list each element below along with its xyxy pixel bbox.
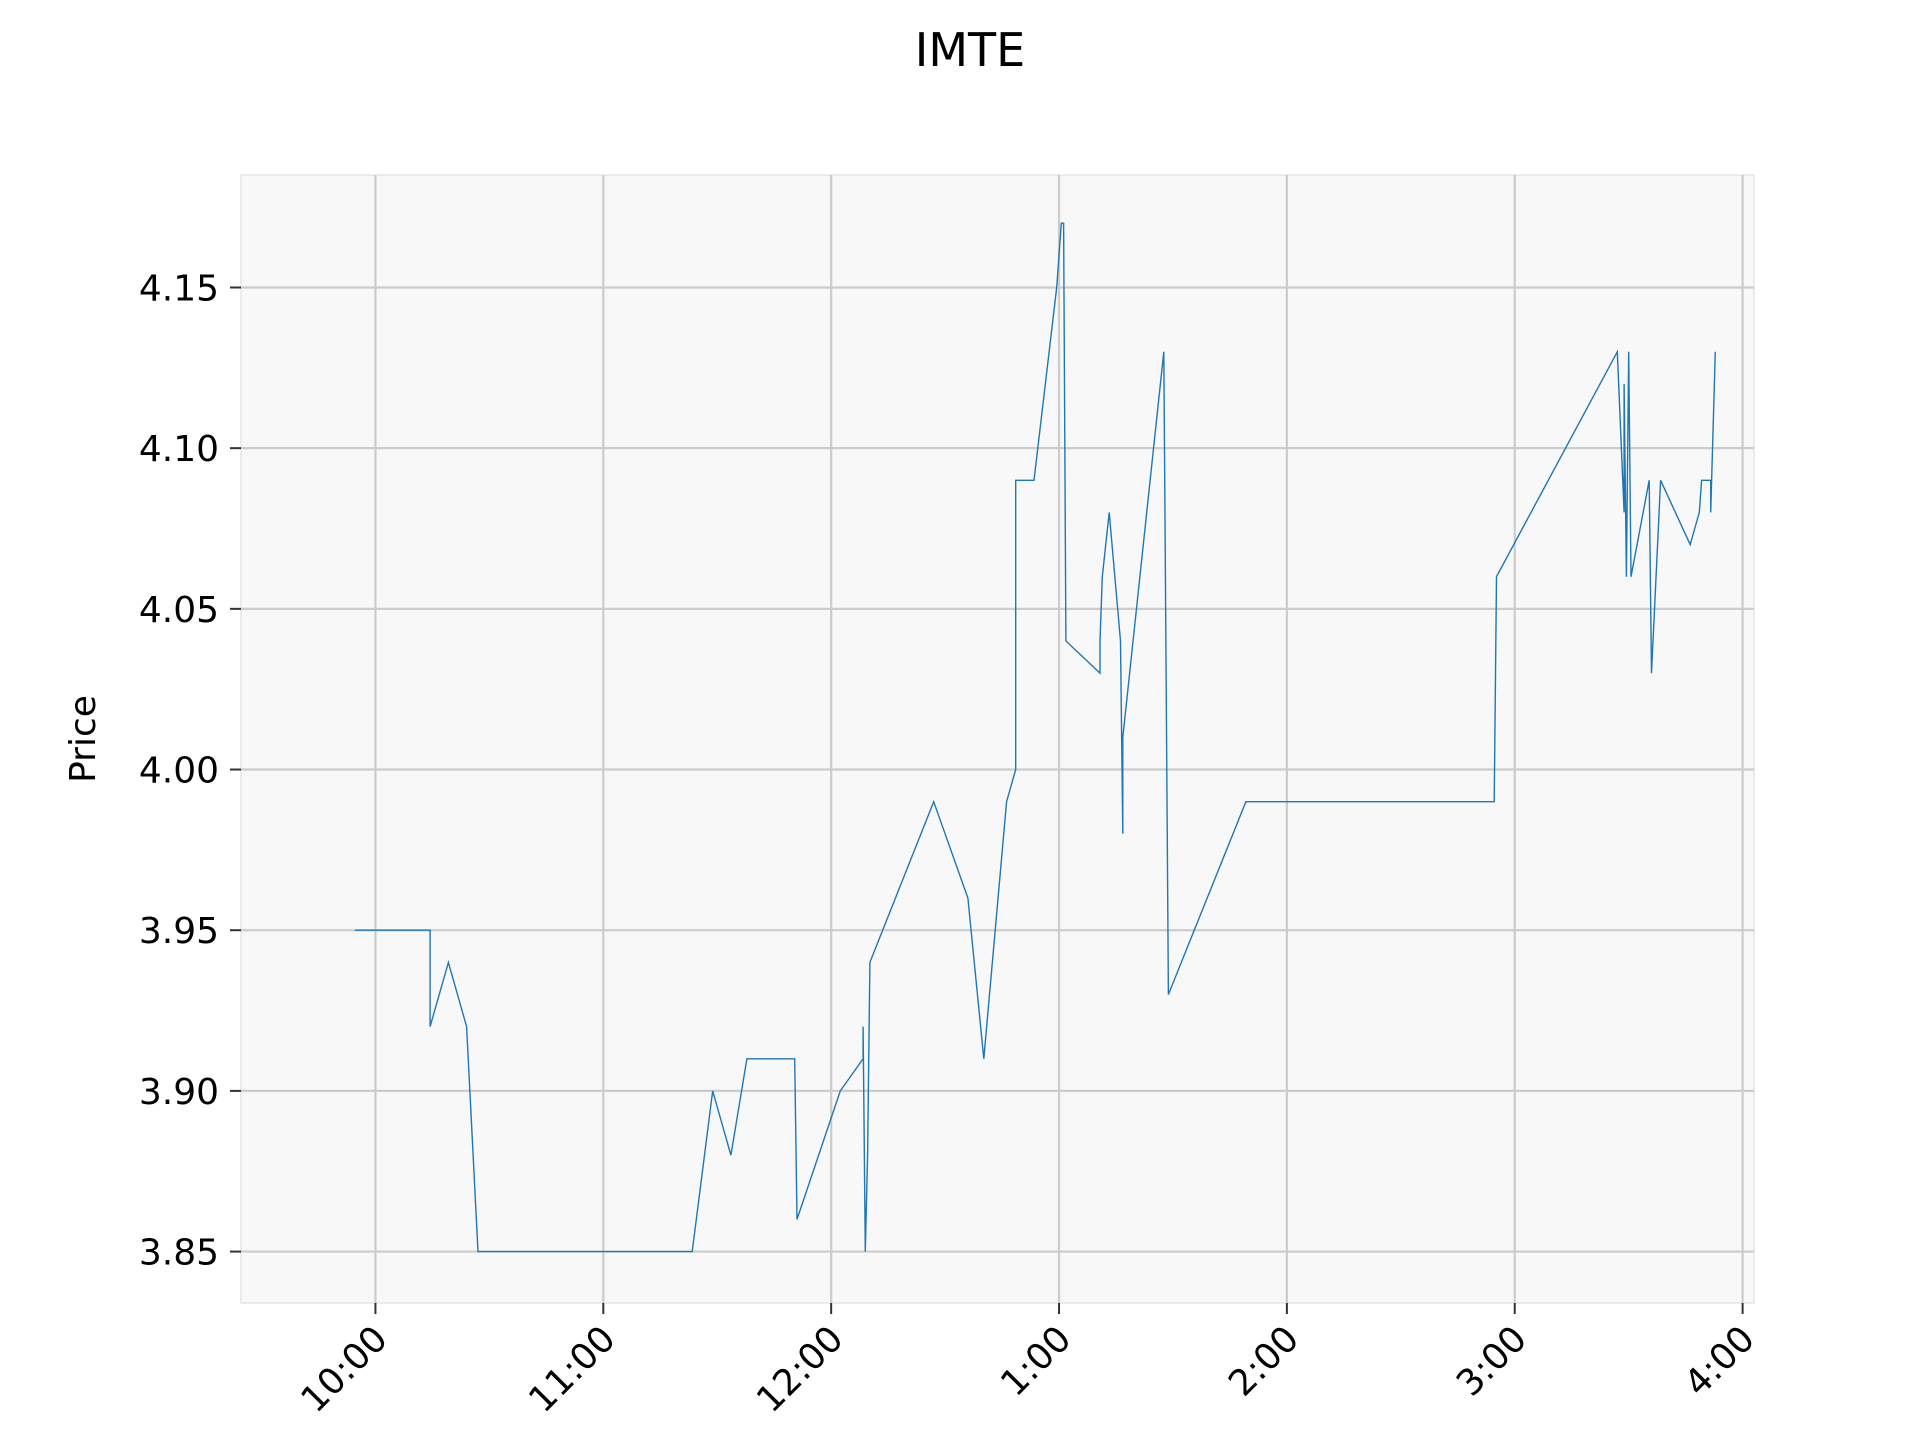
y-tick-label: 3.85 (139, 1233, 219, 1274)
y-axis-label: Price (63, 695, 104, 783)
x-tick-label: 1:00 (993, 1318, 1079, 1404)
y-tick-label: 3.95 (139, 911, 219, 952)
x-axis-ticks: 10:00 11:00 12:00 1:00 2:00 3:00 4:00 (293, 1303, 1763, 1421)
series-layer (354, 222, 1716, 1253)
y-tick-label: 3.90 (139, 1072, 219, 1113)
price-series-line (354, 222, 1716, 1253)
x-gridlines (374, 175, 1744, 1303)
x-tick-label: 3:00 (1449, 1318, 1535, 1404)
x-tick-label: 11:00 (521, 1318, 623, 1420)
plot-background (240, 174, 1755, 1304)
y-tick-label: 4.00 (139, 751, 219, 792)
x-tick-label: 12:00 (749, 1318, 851, 1420)
y-tick-label: 4.05 (139, 590, 219, 631)
x-tick-label: 10:00 (293, 1318, 395, 1420)
x-tick-label: 4:00 (1677, 1318, 1763, 1404)
y-axis-ticks: 3.85 3.90 3.95 4.00 4.05 4.10 4.15 (139, 268, 241, 1274)
y-gridlines (241, 286, 1754, 1253)
y-tick-label: 4.15 (139, 268, 219, 309)
x-tick-label: 2:00 (1221, 1318, 1307, 1404)
chart-title: IMTE (915, 23, 1025, 77)
y-tick-label: 4.10 (139, 429, 219, 470)
